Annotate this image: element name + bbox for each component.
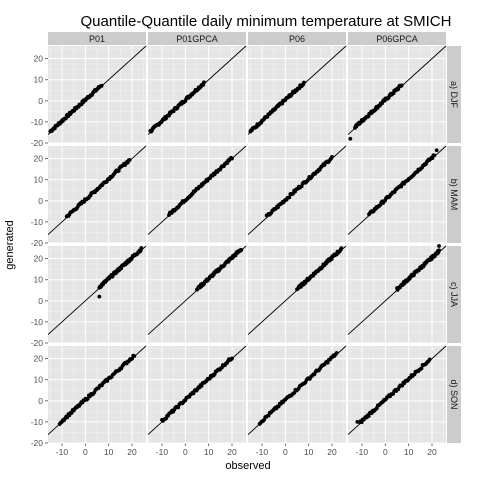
qq-point [202,80,206,84]
facet-panel [348,244,446,343]
row-strip-label: c) JJA [449,282,459,307]
qq-point [230,357,234,361]
facet-panel [148,346,246,443]
row-strip-label: d) SON [449,379,459,409]
x-tick-label: 20 [327,447,337,457]
qq-point [330,155,334,159]
qq-outlier-point [435,148,439,152]
facet-panel [248,146,346,243]
x-tick-label: 20 [227,447,237,457]
x-tick-label: 10 [104,447,114,457]
y-tick-label: 0 [38,296,43,306]
x-tick-label: -10 [56,447,69,457]
y-tick-label: -20 [31,438,44,448]
facet-panel [48,46,146,143]
column-strip-label: P06GPCA [376,34,418,44]
facet-panel [148,146,246,243]
y-tick-label: -20 [31,338,44,348]
row-strip-label: b) MAM [449,179,459,211]
qq-point [139,246,143,250]
y-tick-label: -20 [31,138,44,148]
y-tick-label: 20 [34,354,44,364]
chart-title: Quantile-Quantile daily minimum temperat… [81,13,452,30]
y-tick-label: 10 [34,275,44,285]
y-tick-label: 0 [38,96,43,106]
facet-grid: P01 P01GPCA P06 P06GPCA a) DJF b) MAM c) JJA d)… [31,32,461,457]
facet-panel [48,146,146,243]
y-axis-label: generated [4,220,16,270]
x-tick-label: -10 [256,447,269,457]
qq-point [287,195,291,199]
qq-point [339,246,343,250]
qq-point [428,357,432,361]
y-tick-label: 0 [38,196,43,206]
x-tick-label: 10 [204,447,214,457]
qq-outlier-point [97,295,101,299]
x-tick-label: 0 [183,447,188,457]
column-strip-label: P01 [89,34,105,44]
facet-panel [148,46,246,143]
column-strip-label: P01GPCA [176,34,218,44]
x-tick-label: -10 [156,447,169,457]
y-tick-label: -10 [31,217,44,227]
y-tick-label: -20 [31,238,44,248]
qq-point [335,351,339,355]
x-tick-label: 0 [283,447,288,457]
x-tick-label: 10 [404,447,414,457]
y-tick-label: -10 [31,417,44,427]
x-tick-label: 0 [383,447,388,457]
qq-point [302,81,306,85]
facet-panel [348,146,446,243]
facet-panel [248,46,346,143]
x-axis-label: observed [225,460,270,472]
y-tick-label: 20 [34,154,44,164]
x-tick-label: 20 [127,447,137,457]
qq-point [437,248,441,252]
qq-point [100,84,104,88]
y-tick-label: 20 [34,254,44,264]
qq-point [230,157,234,161]
y-tick-label: 10 [34,175,44,185]
y-tick-label: -10 [31,117,44,127]
qq-point [128,158,132,162]
y-tick-label: -10 [31,317,44,327]
facet-panel [48,346,146,443]
facet-panel [348,346,446,443]
y-tick-label: 10 [34,375,44,385]
qq-outlier-point [355,420,359,424]
qq-outlier-point [437,244,441,248]
qq-point [239,248,243,252]
facet-panel [48,246,146,343]
qq-point [132,354,136,358]
x-tick-label: -10 [356,447,369,457]
row-strip-label: a) DJF [449,81,459,109]
qq-point [432,154,436,158]
y-tick-label: 10 [34,75,44,85]
x-tick-label: 20 [427,447,437,457]
qq-outlier-point [348,137,352,141]
column-strip-label: P06 [289,34,305,44]
facet-panel [148,246,246,343]
qq-point [400,84,404,88]
y-tick-label: 20 [34,54,44,64]
y-tick-label: 0 [38,396,43,406]
x-tick-label: 10 [304,447,314,457]
facet-panel [248,346,346,443]
facet-panel [348,46,446,143]
facet-panel [248,246,346,343]
x-tick-label: 0 [83,447,88,457]
